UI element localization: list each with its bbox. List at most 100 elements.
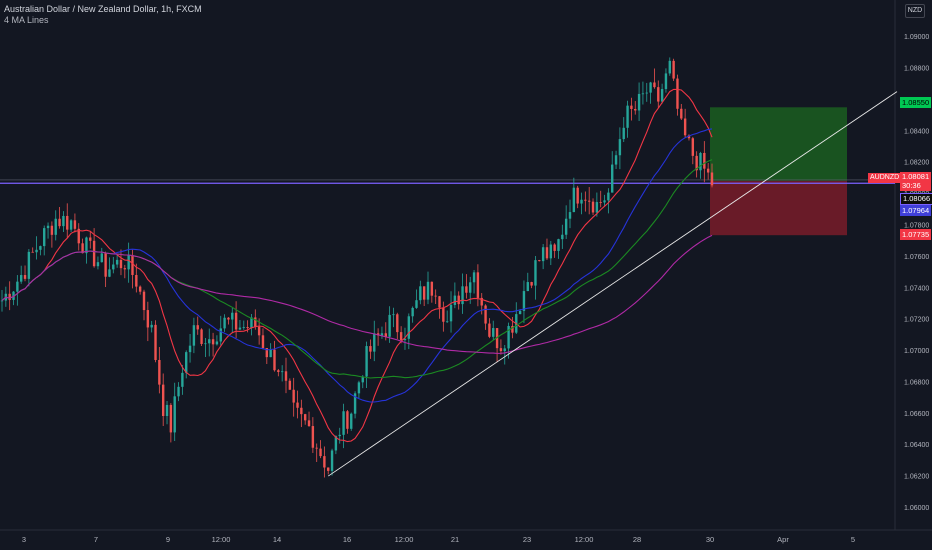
candle-body bbox=[618, 139, 622, 156]
candle-body bbox=[342, 411, 345, 435]
candle-body bbox=[407, 316, 411, 339]
hline-price-tag: 1.08066 bbox=[900, 193, 932, 205]
candle-body bbox=[611, 164, 614, 193]
candle-body bbox=[419, 286, 422, 301]
x-tick-label: 7 bbox=[94, 535, 98, 544]
candle-body bbox=[319, 448, 322, 457]
candle-body bbox=[599, 202, 602, 203]
candle-body bbox=[641, 93, 645, 95]
candle-body bbox=[300, 407, 303, 415]
candle-body bbox=[449, 304, 453, 322]
candle-body bbox=[430, 281, 434, 296]
candle-body bbox=[16, 281, 19, 292]
candle-body bbox=[369, 346, 372, 352]
candle-body bbox=[177, 386, 180, 397]
candle-body bbox=[488, 323, 491, 337]
candle-body bbox=[703, 152, 706, 169]
candle-body bbox=[499, 348, 503, 352]
candle-body bbox=[484, 305, 487, 324]
candle-body bbox=[657, 87, 660, 102]
candle-body bbox=[127, 255, 130, 270]
y-tick-label: 1.07600 bbox=[904, 254, 929, 261]
current-price: 1.08081 bbox=[902, 172, 930, 181]
candle-body bbox=[384, 333, 387, 337]
candle-body bbox=[315, 447, 318, 449]
candle-body bbox=[161, 384, 165, 417]
x-tick-label: 21 bbox=[451, 535, 459, 544]
y-tick-label: 1.08800 bbox=[904, 66, 929, 73]
candle-body bbox=[215, 341, 219, 345]
candle-body bbox=[664, 73, 668, 90]
y-tick-label: 1.06600 bbox=[904, 411, 929, 418]
candle-body bbox=[31, 251, 34, 253]
candle-body bbox=[227, 317, 230, 320]
candle-body bbox=[426, 281, 430, 300]
candle-body bbox=[503, 348, 506, 352]
candle-body bbox=[327, 467, 330, 471]
candle-body bbox=[480, 297, 483, 306]
candle-body bbox=[154, 324, 157, 361]
candle-body bbox=[58, 218, 61, 227]
candle-body bbox=[188, 345, 192, 353]
indicator-label[interactable]: 4 MA Lines bbox=[4, 15, 49, 25]
candle-body bbox=[457, 295, 460, 305]
candle-body bbox=[81, 243, 84, 254]
candle-body bbox=[104, 253, 107, 277]
candle-body bbox=[307, 420, 311, 427]
candle-body bbox=[526, 282, 529, 292]
candle-body bbox=[442, 307, 445, 322]
y-tick-label: 1.06200 bbox=[904, 474, 929, 481]
candle-body bbox=[634, 108, 637, 111]
candle-body bbox=[257, 326, 261, 336]
x-tick-label: 5 bbox=[851, 535, 855, 544]
candle-body bbox=[545, 247, 549, 259]
y-tick-label: 1.06000 bbox=[904, 505, 929, 512]
currency-button[interactable]: NZD bbox=[905, 4, 925, 18]
candle-body bbox=[645, 92, 648, 94]
candle-body bbox=[35, 249, 38, 253]
candle-body bbox=[699, 152, 702, 171]
loss-zone bbox=[710, 180, 847, 236]
candle-body bbox=[8, 293, 11, 300]
candle-body bbox=[288, 380, 292, 390]
candle-body bbox=[338, 434, 341, 437]
x-tick-label: 12:00 bbox=[575, 535, 594, 544]
candle-body bbox=[587, 200, 591, 202]
candle-body bbox=[323, 456, 326, 468]
candle-body bbox=[169, 404, 173, 433]
candle-body bbox=[361, 376, 364, 383]
candle-body bbox=[234, 312, 238, 330]
candle-body bbox=[511, 325, 514, 333]
candle-body bbox=[530, 282, 533, 286]
candle-body bbox=[192, 325, 196, 346]
y-tick-label: 1.09000 bbox=[904, 34, 929, 41]
candle-body bbox=[238, 327, 242, 330]
x-tick-label: 3 bbox=[22, 535, 26, 544]
candle-body bbox=[572, 187, 576, 213]
candle-body bbox=[185, 352, 188, 373]
candle-body bbox=[69, 220, 73, 230]
moving-average-line bbox=[1, 128, 713, 403]
candle-body bbox=[607, 192, 610, 201]
candle-body bbox=[357, 382, 361, 394]
candle-body bbox=[330, 450, 334, 471]
candle-body bbox=[388, 314, 391, 337]
candle-body bbox=[653, 82, 656, 88]
x-tick-label: 12:00 bbox=[212, 535, 231, 544]
candle-body bbox=[0, 300, 4, 302]
candle-body bbox=[649, 82, 652, 93]
moving-average-line bbox=[1, 88, 713, 443]
candle-body bbox=[77, 228, 80, 244]
y-tick-label: 1.06400 bbox=[904, 442, 929, 449]
ma-blue-price-tag: 1.07964 bbox=[900, 205, 932, 216]
candle-body bbox=[492, 328, 495, 337]
candle-body bbox=[568, 212, 572, 219]
candle-body bbox=[208, 339, 211, 344]
candle-body bbox=[112, 264, 115, 270]
candle-body bbox=[27, 251, 31, 279]
candle-body bbox=[469, 282, 472, 293]
candle-body bbox=[115, 259, 119, 265]
candle-body bbox=[622, 127, 625, 140]
candle-body bbox=[165, 404, 169, 417]
